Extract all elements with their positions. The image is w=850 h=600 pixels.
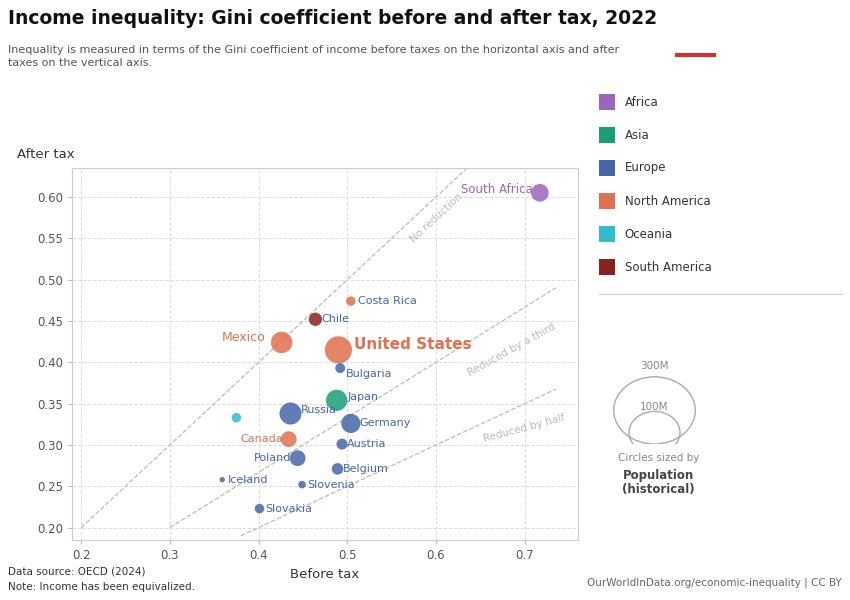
Text: Canada: Canada	[240, 434, 282, 444]
Text: Slovenia: Slovenia	[308, 479, 355, 490]
Text: in Data: in Data	[722, 42, 770, 55]
Text: Oceania: Oceania	[625, 227, 673, 241]
Text: Data source: OECD (2024): Data source: OECD (2024)	[8, 567, 146, 577]
Text: North America: North America	[625, 194, 711, 208]
Point	[330, 395, 343, 405]
Text: Chile: Chile	[321, 314, 349, 324]
Text: OurWorldInData.org/economic-inequality | CC BY: OurWorldInData.org/economic-inequality |…	[586, 577, 842, 588]
Text: Europe: Europe	[625, 161, 666, 175]
Point	[230, 413, 243, 422]
Point	[282, 434, 296, 444]
Text: Inequality is measured in terms of the Gini coefficient of income before taxes o: Inequality is measured in terms of the G…	[8, 45, 620, 68]
Text: Circles sized by: Circles sized by	[618, 453, 700, 463]
Text: Asia: Asia	[625, 128, 649, 142]
Text: Costa Rica: Costa Rica	[358, 296, 416, 306]
Point	[309, 314, 322, 324]
Text: Reduced by a third: Reduced by a third	[466, 322, 557, 378]
Point	[332, 345, 345, 355]
Text: South America: South America	[625, 260, 711, 274]
Text: No reduction: No reduction	[408, 191, 464, 244]
Text: Income inequality: Gini coefficient before and after tax, 2022: Income inequality: Gini coefficient befo…	[8, 9, 658, 28]
Text: Russia: Russia	[301, 405, 337, 415]
Text: Africa: Africa	[625, 95, 659, 109]
Text: Belgium: Belgium	[343, 464, 388, 474]
Text: Bulgaria: Bulgaria	[346, 369, 392, 379]
Point	[284, 409, 298, 418]
Text: Mexico: Mexico	[222, 331, 266, 344]
Text: After tax: After tax	[17, 148, 74, 161]
Text: Iceland: Iceland	[228, 475, 268, 485]
Point	[344, 419, 358, 428]
Text: Austria: Austria	[348, 439, 387, 449]
Text: Poland: Poland	[254, 453, 292, 463]
Point	[252, 504, 266, 514]
Text: Our World: Our World	[712, 21, 779, 34]
Text: Note: Income has been equivalized.: Note: Income has been equivalized.	[8, 582, 196, 592]
Text: South Africa: South Africa	[461, 183, 533, 196]
Point	[533, 188, 547, 197]
Point	[335, 439, 348, 449]
Text: (historical): (historical)	[622, 483, 695, 496]
Text: Japan: Japan	[348, 392, 378, 402]
Text: Population: Population	[623, 469, 694, 482]
Text: Slovakia: Slovakia	[265, 503, 312, 514]
Point	[275, 338, 288, 347]
Text: 100M: 100M	[640, 402, 669, 412]
Point	[295, 480, 309, 490]
Point	[215, 475, 229, 484]
Point	[333, 363, 347, 373]
Text: 300M: 300M	[640, 361, 669, 371]
Text: United States: United States	[354, 337, 472, 352]
Text: Germany: Germany	[360, 418, 411, 428]
Point	[344, 296, 358, 306]
Point	[331, 464, 344, 474]
X-axis label: Before tax: Before tax	[291, 568, 360, 581]
Text: Reduced by half: Reduced by half	[483, 413, 567, 444]
Point	[291, 454, 304, 463]
